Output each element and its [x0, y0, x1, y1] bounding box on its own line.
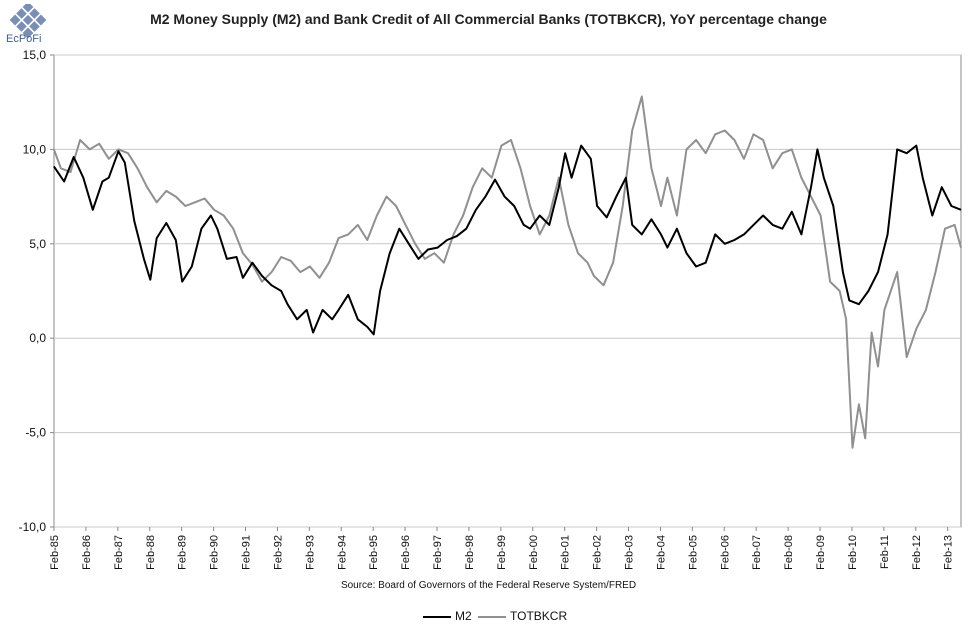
x-tick-label: Feb-86	[81, 535, 93, 570]
x-tick-label: Feb-00	[528, 535, 540, 570]
x-tick-label: Feb-08	[783, 535, 795, 570]
x-tick-label: Feb-03	[624, 535, 636, 570]
series-line-m2	[53, 144, 962, 336]
x-tick-label: Feb-99	[496, 535, 508, 570]
x-tick-label: Feb-91	[241, 535, 253, 570]
legend-label-m2: M2	[455, 609, 472, 623]
chart-source: Source: Board of Governors of the Federa…	[340, 580, 637, 591]
chart-title: M2 Money Supply (M2) and Bank Credit of …	[150, 11, 827, 27]
y-tick-label: -5,0	[25, 426, 46, 440]
x-tick-label: Feb-11	[879, 535, 891, 569]
x-tick-label: Feb-04	[655, 535, 667, 570]
legend-item-totbkcr: TOTBKCR	[478, 609, 567, 623]
y-tick-label: 5,0	[29, 237, 46, 251]
x-tick-label: Feb-13	[943, 535, 955, 570]
x-tick-label: Feb-87	[113, 535, 125, 570]
x-tick-label: Feb-92	[272, 535, 284, 570]
y-tick-label: 15,0	[23, 48, 47, 62]
x-tick-label: Feb-05	[687, 535, 699, 570]
plot-area	[53, 54, 962, 528]
legend-swatch-totbkcr	[478, 615, 506, 618]
y-tick-label: 0,0	[29, 331, 46, 345]
x-tick-label: Feb-85	[49, 535, 61, 570]
x-tick-label: Feb-09	[815, 535, 827, 570]
x-tick-label: Feb-02	[592, 535, 604, 570]
legend-swatch-m2	[423, 615, 451, 618]
legend-label-totbkcr: TOTBKCR	[510, 609, 568, 623]
logo-icon	[9, 4, 47, 39]
x-tick-label: Feb-97	[432, 535, 444, 570]
x-tick-label: Feb-90	[209, 535, 221, 570]
series-line-totbkcr	[52, 95, 962, 449]
legend-item-m2: M2	[423, 609, 472, 623]
y-tick-label: 10,0	[23, 142, 47, 156]
y-tick-label: -10,0	[19, 520, 47, 534]
x-tick-label: Feb-01	[560, 535, 572, 570]
x-tick-label: Feb-94	[336, 535, 348, 570]
x-tick-label: Feb-10	[847, 535, 859, 570]
logo-text: EcPoFi	[6, 33, 42, 45]
x-tick-label: Feb-96	[400, 535, 412, 570]
x-tick-label: Feb-12	[911, 535, 923, 570]
x-tick-label: Feb-98	[464, 535, 476, 570]
x-tick-label: Feb-88	[145, 535, 157, 570]
x-tick-label: Feb-93	[304, 535, 316, 570]
x-tick-label: Feb-06	[719, 535, 731, 570]
x-tick-label: Feb-07	[751, 535, 763, 570]
x-tick-label: Feb-95	[368, 535, 380, 570]
x-tick-label: Feb-89	[177, 535, 189, 570]
